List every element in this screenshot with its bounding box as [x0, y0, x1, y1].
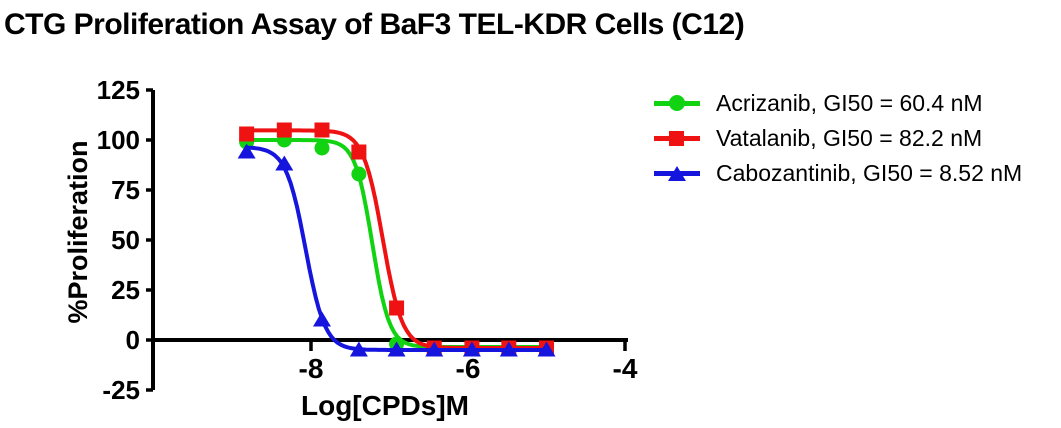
acrizanib-circle-marker-icon	[654, 94, 700, 113]
legend-label: Cabozantinib, GI50 = 8.52 nM	[716, 160, 1023, 186]
legend: Acrizanib, GI50 = 60.4 nM Vatalanib, GI5…	[654, 86, 1022, 191]
data-point-vatalanib	[314, 122, 330, 138]
legend-label: Vatalanib, GI50 = 82.2 nM	[716, 125, 983, 151]
data-point-vatalanib	[351, 144, 367, 160]
data-point-vatalanib	[276, 122, 292, 138]
legend-item-acrizanib: Acrizanib, GI50 = 60.4 nM	[654, 86, 1022, 121]
y-tick-label: 0	[126, 325, 140, 355]
data-point-vatalanib	[239, 126, 255, 142]
chart-title: CTG Proliferation Assay of BaF3 TEL-KDR …	[4, 8, 745, 41]
y-tick-label: 100	[97, 125, 140, 155]
y-tick-label: 125	[97, 75, 140, 105]
vatalanib-square-marker-icon	[654, 129, 700, 148]
data-point-cabozantinib	[312, 311, 331, 327]
data-point-cabozantinib	[462, 341, 481, 357]
data-point-cabozantinib	[425, 341, 444, 357]
data-point-acrizanib	[351, 166, 367, 182]
y-tick-label: 75	[111, 175, 140, 205]
x-tick-label: -4	[613, 353, 638, 384]
data-point-cabozantinib	[237, 143, 256, 159]
x-tick-label: -8	[299, 353, 324, 384]
data-point-cabozantinib	[537, 341, 556, 357]
cabozantinib-triangle-marker-icon	[654, 164, 700, 183]
curve-acrizanib	[244, 138, 547, 349]
data-point-cabozantinib	[499, 341, 518, 357]
y-tick-label: 50	[111, 225, 140, 255]
data-point-cabozantinib	[349, 341, 368, 357]
x-tick-label: -6	[456, 353, 481, 384]
data-point-vatalanib	[389, 300, 405, 316]
legend-label: Acrizanib, GI50 = 60.4 nM	[716, 90, 983, 116]
data-point-cabozantinib	[275, 155, 294, 171]
data-point-cabozantinib	[387, 341, 406, 357]
curve-cabozantinib	[244, 145, 547, 352]
legend-item-cabozantinib: Cabozantinib, GI50 = 8.52 nM	[654, 156, 1022, 191]
data-point-acrizanib	[314, 140, 330, 156]
legend-item-vatalanib: Vatalanib, GI50 = 82.2 nM	[654, 121, 1022, 156]
x-axis-title: Log[CPDs]M	[301, 390, 469, 421]
y-tick-label: 25	[111, 275, 140, 305]
y-tick-label: -25	[102, 375, 140, 405]
